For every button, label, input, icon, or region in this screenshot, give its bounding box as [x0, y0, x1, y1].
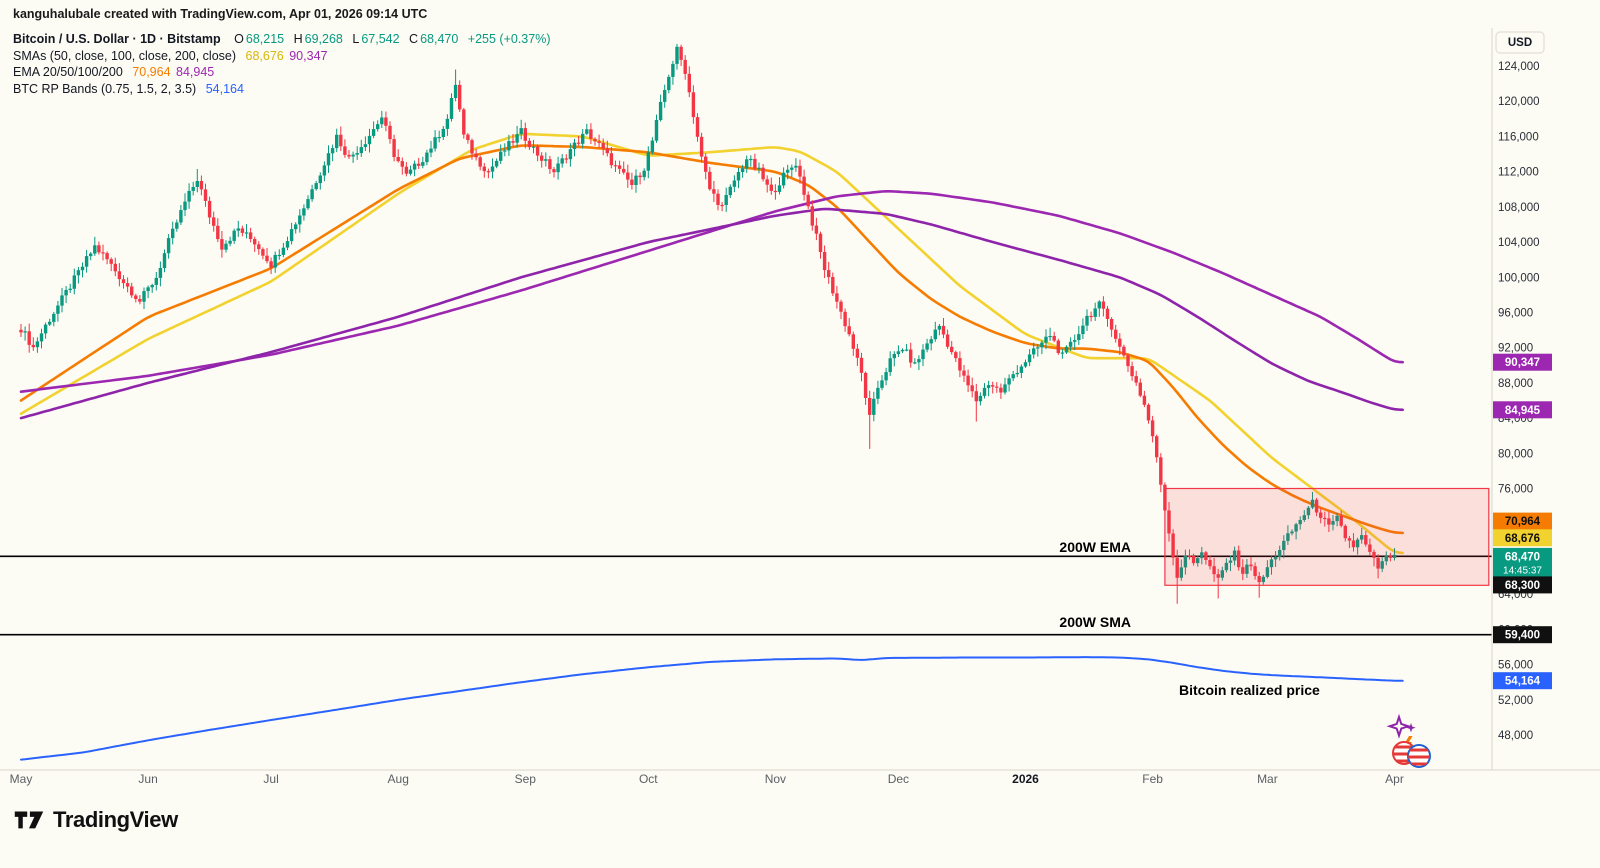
- price-tick-label: 52,000: [1498, 695, 1533, 707]
- time-tick-label: Aug: [388, 772, 409, 786]
- time-tick-label: Sep: [515, 772, 537, 786]
- price-badge: 68,470 14:45:37: [1493, 547, 1552, 578]
- price-tick-label: 112,000: [1498, 167, 1539, 179]
- price-tick-label: 120,000: [1498, 96, 1540, 108]
- time-tick-label: May: [10, 772, 33, 786]
- svg-text:68,676: 68,676: [1505, 533, 1540, 545]
- sma-value-2: 90,347: [289, 48, 328, 63]
- overlay-line-sma-50: [19, 132, 1404, 555]
- overlay-line-ema-200: [19, 207, 1404, 420]
- svg-text:70,964: 70,964: [1505, 516, 1541, 528]
- time-tick-label: Feb: [1142, 772, 1163, 786]
- tradingview-logo[interactable]: TradingView: [13, 806, 178, 833]
- price-tick-label: 124,000: [1498, 61, 1540, 73]
- price-tick-label: 76,000: [1498, 484, 1533, 496]
- chart-annotation: 200W EMA: [1059, 539, 1131, 555]
- change-value: +255 (+0.37%): [467, 32, 551, 46]
- ema-value-1: 70,964: [132, 65, 171, 79]
- svg-text:84,945: 84,945: [1505, 405, 1541, 417]
- price-tick-label: 116,000: [1498, 131, 1539, 143]
- chart-annotation: 200W SMA: [1059, 614, 1131, 630]
- overlay-line-bitcoin-realized-price: [20, 656, 1404, 761]
- tradingview-logo-text: TradingView: [53, 806, 178, 832]
- attribution-text: kanguhalubale created with TradingView.c…: [13, 7, 428, 21]
- price-tick-label: 108,000: [1498, 202, 1540, 214]
- price-tick-label: 92,000: [1498, 343, 1533, 355]
- price-badge: 90,347: [1493, 353, 1552, 371]
- price-badge: 54,164: [1493, 672, 1552, 690]
- time-tick-label: Jul: [263, 772, 278, 786]
- tradingview-logo-icon: [14, 811, 44, 829]
- ohlc-values: O 68,215 H 69,268 L 67,542 C 68,470 +255 (+0…: [234, 32, 551, 46]
- price-badge: 68,676: [1493, 529, 1552, 547]
- sma-value-1: 68,676: [245, 48, 284, 63]
- price-tick-label: 56,000: [1498, 660, 1533, 672]
- horizontal-level-lines: [0, 555, 1492, 636]
- ma-lines-layer: [19, 132, 1404, 761]
- price-tick-label: 100,000: [1498, 272, 1540, 284]
- price-badge: 70,964: [1493, 512, 1552, 530]
- rp-band-value: 54,164: [205, 81, 244, 96]
- price-tick-label: 48,000: [1498, 730, 1533, 742]
- price-badge: 68,300: [1493, 576, 1552, 594]
- overlay-line-ema-50: [19, 144, 1404, 535]
- time-tick-label: 2026: [1012, 772, 1039, 786]
- indicator-row-smas[interactable]: SMAs (50, close, 100, close, 200, close)…: [13, 48, 328, 63]
- price-tick-label: 80,000: [1498, 448, 1533, 460]
- indicator-row-rp-bands[interactable]: BTC RP Bands (0.75, 1.5, 2, 3.5) 54,164: [13, 81, 244, 96]
- striped-coins-icon: [1392, 741, 1431, 768]
- highlight-box[interactable]: [1164, 487, 1490, 586]
- time-tick-label: Apr: [1385, 772, 1404, 786]
- countdown-timer: 14:45:37: [1503, 565, 1542, 576]
- time-tick-label: Nov: [765, 772, 786, 786]
- price-tick-label: 88,000: [1498, 378, 1533, 390]
- svg-text:59,400: 59,400: [1505, 630, 1540, 642]
- time-tick-label: Dec: [888, 772, 909, 786]
- ema-value-2: 84,945: [176, 65, 215, 79]
- price-tick-label: 104,000: [1498, 237, 1540, 249]
- price-badge: 84,945: [1493, 401, 1552, 419]
- time-tick-label: Mar: [1257, 772, 1278, 786]
- indicator-row-ema[interactable]: EMA 20/50/100/200 70,964 84,945: [13, 65, 215, 79]
- svg-text:68,300: 68,300: [1505, 580, 1540, 592]
- svg-text:90,347: 90,347: [1505, 357, 1540, 369]
- symbol-title[interactable]: Bitcoin / U.S. Dollar · 1D · Bitstamp: [13, 32, 221, 46]
- svg-text:54,164: 54,164: [1505, 676, 1541, 688]
- chart-annotation: Bitcoin realized price: [1179, 682, 1320, 698]
- price-axis[interactable]: USD 124,000 120,000 116,000 112,000 108,000 10…: [1491, 28, 1552, 770]
- svg-text:68,470: 68,470: [1505, 551, 1540, 563]
- time-tick-label: Oct: [639, 772, 658, 786]
- time-tick-label: Jun: [138, 772, 157, 786]
- currency-label[interactable]: USD: [1508, 37, 1532, 49]
- price-badge: 59,400: [1493, 626, 1552, 644]
- price-tick-label: 96,000: [1498, 307, 1533, 319]
- time-axis[interactable]: May Jun Jul Aug Sep Oct Nov Dec 2026 Feb Mar Apr: [0, 769, 1600, 786]
- candles-layer[interactable]: [19, 44, 1397, 604]
